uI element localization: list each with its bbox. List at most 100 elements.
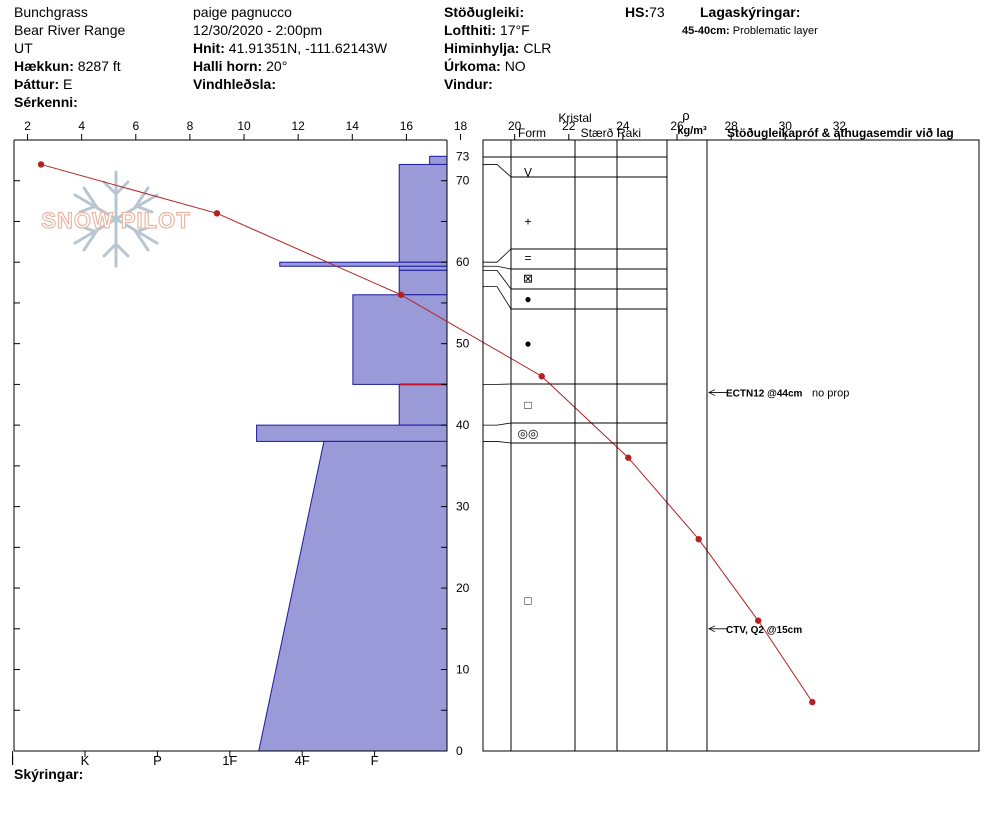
sky-cover: Himinhylja: CLR <box>444 39 551 57</box>
header-crystal: Kristal <box>558 111 591 125</box>
temperature-tick-label: 10 <box>237 119 251 133</box>
temperature-point <box>213 210 221 217</box>
crystal-form-symbol: = <box>524 251 531 265</box>
layer-notes-label: Lagaskýringar: <box>700 4 801 20</box>
temperature-tick-label: 18 <box>454 119 468 133</box>
air-temperature: Lofthiti: 17°F <box>444 21 530 39</box>
hardness-tick-label: P <box>153 753 162 768</box>
header-moisture: Raki <box>617 126 641 140</box>
layer-connector <box>483 269 512 290</box>
depth-tick-label: 50 <box>456 337 470 351</box>
hardness-tick-label: 4F <box>295 753 310 768</box>
features-label: Sérkenni: <box>14 94 78 110</box>
precipitation: Úrkoma: NO <box>444 57 526 75</box>
hardness-layer <box>258 440 448 752</box>
temperature-tick-label: 4 <box>78 119 85 133</box>
layer-note-text: Problematic layer <box>732 25 818 37</box>
depth-tick-label: 0 <box>456 744 463 758</box>
crystal-form-symbol: □ <box>524 593 531 607</box>
temperature-point <box>397 291 405 298</box>
aspect: Þáttur: E <box>14 75 72 93</box>
air-temp-value: 17°F <box>499 22 530 38</box>
stability-label: Stöðugleiki: <box>444 4 525 20</box>
hardness-layer <box>398 269 448 296</box>
observer: paige pagnucco <box>193 4 292 20</box>
hs-label: HS: <box>625 4 650 20</box>
sky-label: Himinhylja: <box>444 40 520 56</box>
temperature-point <box>809 698 816 706</box>
header-stability-tests: Stöðugleikapróf & athugasemdir við lag <box>727 126 954 140</box>
layer-connector <box>483 441 512 444</box>
temperature-point <box>625 454 632 461</box>
temperature-tick-label: 22 <box>562 119 576 133</box>
hardness-tick-label: 1F <box>222 753 237 768</box>
datetime: 12/30/2020 - 2:00pm <box>193 22 323 38</box>
hardness-layer <box>398 163 448 263</box>
depth-tick-label: 60 <box>456 255 470 269</box>
coords-label: Hnit: <box>193 40 225 56</box>
layer-connector <box>483 248 512 263</box>
temperature-tick-label: 16 <box>400 119 414 133</box>
depth-tick-label: 10 <box>456 663 470 677</box>
stability-test-comment: no prop <box>812 388 849 400</box>
hardness-tick-label: K <box>81 753 90 768</box>
depth-tick-label: 20 <box>456 581 470 595</box>
layer-note: 45-40cm: Problematic layer <box>682 22 818 40</box>
elevation-value: 8287 ft <box>77 58 121 74</box>
crystal-form-symbol: □ <box>524 398 531 412</box>
snow-height: HS:73 <box>625 3 665 21</box>
depth-tick-label: 30 <box>456 500 470 514</box>
crystal-form-symbol: ◎◎ <box>518 426 539 440</box>
hardness-layer <box>352 294 448 385</box>
test-arrow-head <box>708 625 716 633</box>
air-temp-label: Lofthiti: <box>444 22 497 38</box>
precip-label: Úrkoma: <box>444 58 501 74</box>
crystal-form-symbol: V <box>524 166 532 180</box>
hardness-layer <box>256 424 448 442</box>
location: Bunchgrass <box>14 4 88 20</box>
temperature-tick-label: 20 <box>508 119 522 133</box>
stability-test-label: ECTN12 @44cm <box>726 389 803 400</box>
hardness-tick-label: F <box>371 753 379 768</box>
temperature-profile <box>37 161 816 706</box>
wind-label: Vindur: <box>444 76 493 92</box>
header-form: Form <box>518 126 546 140</box>
elevation-label: Hækkun: <box>14 58 74 74</box>
hardness-layer <box>429 155 448 165</box>
temperature-tick-label: 8 <box>187 119 194 133</box>
header-size: Stærð <box>581 126 614 140</box>
header-density-unit: kg/m³ <box>677 125 707 137</box>
state: UT <box>14 40 33 56</box>
footer-notes-label: Skýringar: <box>14 766 84 782</box>
crystal-form-symbol: ● <box>524 292 531 306</box>
slope-value: 20° <box>266 58 288 74</box>
aspect-value: E <box>63 76 73 92</box>
temperature-line <box>40 163 813 703</box>
layer-connector <box>483 422 512 426</box>
sky-value: CLR <box>523 40 552 56</box>
crystal-form-symbol: ⊠ <box>523 271 533 285</box>
mountain-range: Bear River Range <box>14 22 126 38</box>
layer-note-range: 45-40cm: <box>682 25 730 37</box>
hardness-layer <box>279 261 448 267</box>
coords-value: 41.91351N, -111.62143W <box>228 40 388 56</box>
depth-tick-label: 70 <box>456 174 470 188</box>
watermark-text: SNOW PILOT <box>41 208 190 233</box>
stability-test-label: CTV, Q2 @15cm <box>726 625 802 636</box>
left-axes: 2 4 6 8 10 12 14 16 18 20 22 24 26 28 30 32I K P 1F 4F F0102… <box>11 119 847 768</box>
temperature-tick-label: 28 <box>724 119 738 133</box>
test-arrow-head <box>708 389 716 396</box>
temperature-tick-label: 2 <box>24 119 31 133</box>
slope-label: Halli horn: <box>193 58 263 74</box>
depth-tick-label: 40 <box>456 418 470 432</box>
temperature-tick-label: 24 <box>616 119 630 133</box>
hardness-tick-label: I <box>11 753 15 768</box>
temperature-point <box>755 617 762 624</box>
hardness-layer <box>398 383 448 426</box>
hardness-layer <box>398 265 448 271</box>
aspect-label: Þáttur: <box>14 76 60 92</box>
snowflake-icon <box>73 170 159 268</box>
hardness-profile <box>256 155 448 752</box>
layer-connector <box>483 164 512 178</box>
